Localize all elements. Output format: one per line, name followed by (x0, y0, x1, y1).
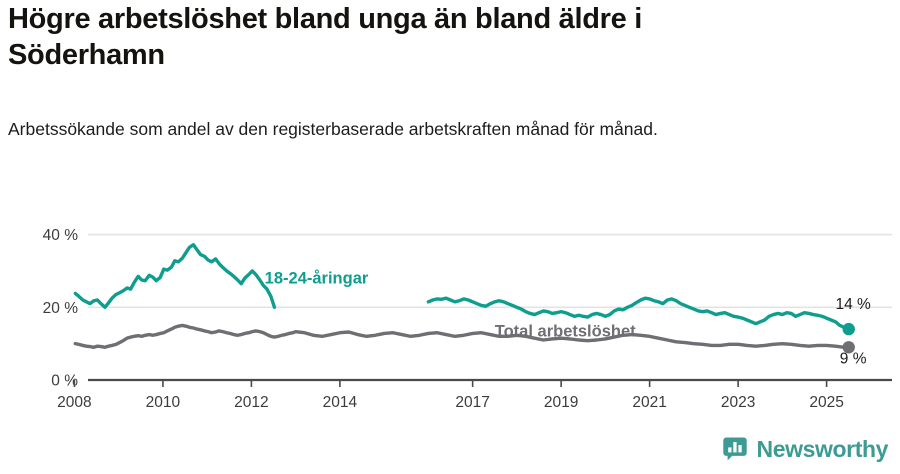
brand-footer: Newsworthy (722, 432, 888, 466)
gray-endpoint-label: 9 % (840, 351, 867, 368)
series-endpoint-marker (842, 322, 855, 336)
x-tick-label: 2021 (632, 394, 666, 411)
x-tick-label: 2025 (809, 394, 843, 411)
y-tick-label: 40 % (43, 227, 79, 244)
x-tick-label: 2023 (721, 394, 755, 411)
x-tick-label: 2008 (57, 394, 91, 411)
y-tick-label: 0 % (51, 373, 78, 390)
x-tick-label: 2012 (234, 394, 268, 411)
gray-series-label: Total arbetslöshet (495, 322, 636, 340)
y-axis-tick-labels: 0 % 20 % 40 % (43, 227, 79, 389)
chart-subtitle: Arbetssökande som andel av den registerb… (8, 119, 658, 139)
gridlines (88, 233, 892, 309)
series-line (73, 243, 851, 331)
series-endpoint-markers (842, 322, 855, 354)
x-tick-label: 2019 (544, 394, 578, 411)
newsworthy-bars-bubble-icon (722, 436, 748, 462)
x-axis-tick-labels: 2008 2010 2012 2014 2017 2019 2021 2023 2025 (57, 380, 844, 411)
chart-container: 0 % 20 % 40 % 2008 2010 2012 2014 2017 2019 2021… (0, 196, 900, 418)
series-line (73, 323, 851, 349)
x-tick-label: 2017 (455, 394, 489, 411)
x-tick-label: 2014 (323, 394, 358, 411)
brand-name: Newsworthy (756, 435, 889, 462)
series-lines (73, 243, 851, 349)
teal-series-label: 18-24-åringar (265, 270, 369, 288)
chart-annotations: 18-24-åringar Total arbetslöshet 14 % 9 % (265, 270, 871, 368)
line-chart: 0 % 20 % 40 % 2008 2010 2012 2014 2017 2019 2021… (43, 227, 892, 411)
teal-endpoint-label: 14 % (835, 296, 871, 313)
page-title: Högre arbetslöshet bland unga än bland ä… (8, 3, 650, 71)
series-endpoint-marker (842, 341, 855, 354)
y-tick-label: 20 % (43, 300, 79, 317)
x-tick-label: 2010 (146, 394, 181, 411)
